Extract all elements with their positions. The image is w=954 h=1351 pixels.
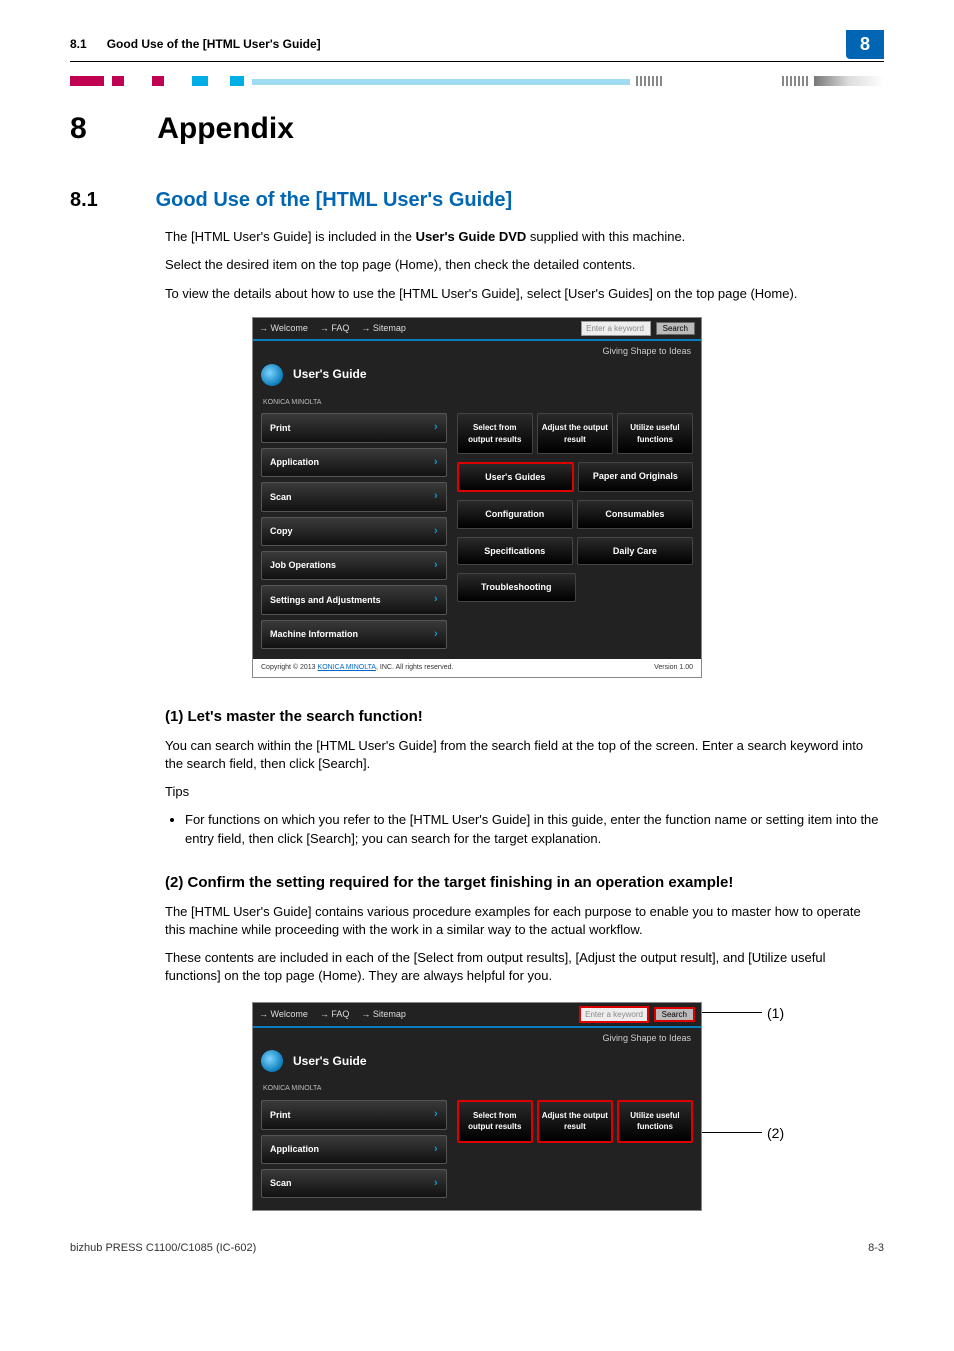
sub1-para: You can search within the [HTML User's G… [165, 737, 884, 773]
nav-item[interactable]: Machine Information› [261, 620, 447, 649]
chevron-right-icon: › [434, 558, 438, 573]
callout-label-1: (1) [767, 1004, 784, 1024]
search-input[interactable]: Enter a keyword [581, 321, 651, 336]
tile-utilize-functions-highlighted[interactable]: Utilize useful functions [617, 1100, 693, 1142]
screenshot-home-partial: → Welcome → FAQ → Sitemap Enter a keywor… [252, 1002, 702, 1212]
tile-consumables[interactable]: Consumables [577, 500, 693, 529]
chevron-right-icon: › [434, 1107, 438, 1122]
screenshot-version: Version 1.00 [654, 663, 693, 673]
chevron-right-icon: › [434, 1176, 438, 1191]
tile-adjust-output-highlighted[interactable]: Adjust the output result [537, 1100, 613, 1142]
callout-label-2: (2) [767, 1124, 784, 1144]
section-number: 8.1 [70, 186, 150, 214]
section-title: Good Use of the [HTML User's Guide] [156, 189, 513, 211]
brand-title: User's Guide [293, 366, 367, 383]
nav-item[interactable]: Application› [261, 448, 447, 477]
chevron-right-icon: › [434, 420, 438, 435]
header-section-num: 8.1 [70, 37, 87, 51]
chapter-badge: 8 [846, 30, 884, 59]
section-heading: 8.1 Good Use of the [HTML User's Guide] [70, 186, 884, 214]
search-input-highlighted[interactable]: Enter a keyword [579, 1006, 649, 1023]
nav-welcome[interactable]: → Welcome [259, 1008, 308, 1021]
sub2-para-1: The [HTML User's Guide] contains various… [165, 903, 884, 939]
chevron-right-icon: › [434, 489, 438, 504]
tile-users-guides[interactable]: User's Guides [457, 462, 574, 493]
tips-label: Tips [165, 783, 884, 801]
chevron-right-icon: › [434, 627, 438, 642]
header-rule [70, 61, 884, 62]
chapter-heading: 8 Appendix [70, 108, 884, 150]
callout-line-1 [702, 1012, 762, 1013]
nav-item[interactable]: Job Operations› [261, 551, 447, 580]
nav-item[interactable]: Copy› [261, 517, 447, 546]
callout-line-2 [702, 1132, 762, 1133]
tile-paper-originals[interactable]: Paper and Originals [578, 462, 693, 493]
subheading-2: (2) Confirm the setting required for the… [165, 872, 884, 893]
brand-title: User's Guide [293, 1053, 367, 1070]
brand-logo-icon [261, 1050, 283, 1072]
screenshot-copyright: Copyright © 2013 KONICA MINOLTA, INC. Al… [261, 663, 453, 673]
tile-daily-care[interactable]: Daily Care [577, 537, 693, 566]
running-header: 8.1 Good Use of the [HTML User's Guide] [70, 36, 321, 53]
nav-welcome[interactable]: → Welcome [259, 322, 308, 335]
screenshot-home-full: → Welcome → FAQ → Sitemap Enter a keywor… [252, 317, 702, 678]
tile-configuration[interactable]: Configuration [457, 500, 573, 529]
tile-adjust-output[interactable]: Adjust the output result [537, 413, 613, 453]
nav-sitemap[interactable]: → Sitemap [361, 322, 406, 335]
chevron-right-icon: › [434, 1142, 438, 1157]
chevron-right-icon: › [434, 592, 438, 607]
nav-item[interactable]: Settings and Adjustments› [261, 585, 447, 614]
chapter-title: Appendix [157, 112, 294, 145]
nav-item[interactable]: Print› [261, 413, 447, 442]
search-button[interactable]: Search [656, 322, 695, 335]
intro-para-3: To view the details about how to use the… [165, 285, 884, 303]
header-section-title: Good Use of the [HTML User's Guide] [107, 37, 321, 51]
nav-faq[interactable]: → FAQ [320, 1008, 350, 1021]
chapter-number: 8 [70, 108, 150, 150]
page-footer: bizhub PRESS C1100/C1085 (IC-602) 8-3 [70, 1241, 884, 1256]
subheading-1: (1) Let's master the search function! [165, 706, 884, 727]
nav-item[interactable]: Print› [261, 1100, 447, 1129]
tile-select-output[interactable]: Select from output results [457, 413, 533, 453]
intro-para-2: Select the desired item on the top page … [165, 256, 884, 274]
footer-left: bizhub PRESS C1100/C1085 (IC-602) [70, 1241, 256, 1256]
brand-sub: KONICA MINOLTA [253, 398, 701, 414]
chevron-right-icon: › [434, 455, 438, 470]
copyright-link[interactable]: KONICA MINOLTA [318, 664, 376, 671]
brand-logo-icon [261, 364, 283, 386]
tile-specifications[interactable]: Specifications [457, 537, 573, 566]
tips-list: For functions on which you refer to the … [185, 811, 884, 847]
tile-troubleshooting[interactable]: Troubleshooting [457, 573, 576, 602]
nav-item[interactable]: Application› [261, 1135, 447, 1164]
search-button-highlighted[interactable]: Search [654, 1007, 695, 1022]
tagline: Giving Shape to Ideas [253, 341, 701, 358]
footer-right: 8-3 [868, 1241, 884, 1256]
tile-select-output-highlighted[interactable]: Select from output results [457, 1100, 533, 1142]
nav-sitemap[interactable]: → Sitemap [361, 1008, 406, 1021]
sub2-para-2: These contents are included in each of t… [165, 949, 884, 985]
decorative-colorbar [70, 76, 884, 86]
nav-faq[interactable]: → FAQ [320, 322, 350, 335]
tip-item: For functions on which you refer to the … [185, 811, 884, 847]
nav-item[interactable]: Scan› [261, 482, 447, 511]
tile-utilize-functions[interactable]: Utilize useful functions [617, 413, 693, 453]
brand-sub: KONICA MINOLTA [253, 1084, 701, 1100]
chevron-right-icon: › [434, 524, 438, 539]
intro-para-1: The [HTML User's Guide] is included in t… [165, 228, 884, 246]
nav-item[interactable]: Scan› [261, 1169, 447, 1198]
tagline: Giving Shape to Ideas [253, 1028, 701, 1045]
